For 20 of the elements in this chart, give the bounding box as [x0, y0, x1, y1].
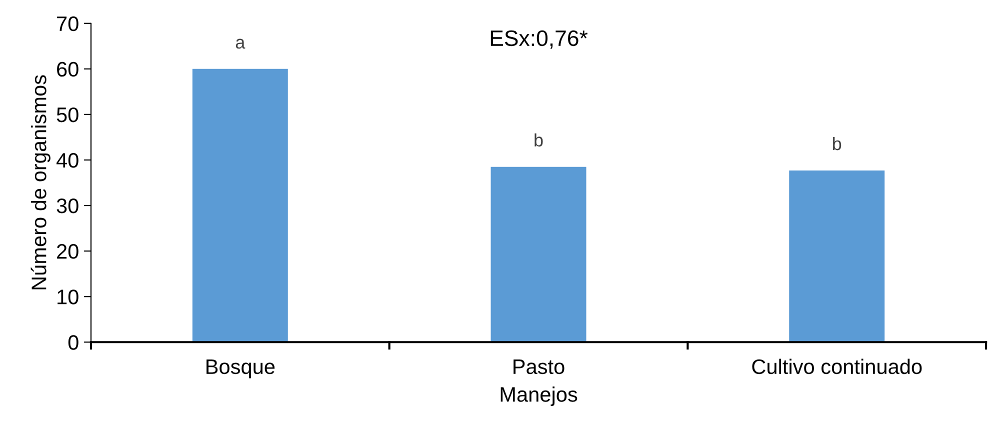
y-tick-label: 30 [56, 198, 78, 214]
x-tick-label: Cultivo continuado [752, 358, 922, 374]
bar [490, 166, 586, 342]
y-tick-label: 50 [56, 107, 78, 122]
x-tick-label: Bosque [206, 360, 275, 378]
y-tick-label: 10 [58, 290, 78, 304]
y-axis-title: Número de organismos [30, 75, 50, 290]
y-tick-label: 40 [56, 152, 78, 168]
y-tick-label: 0 [68, 335, 78, 350]
y-tick-label: 60 [57, 62, 78, 77]
chart-title: ESx:0,76* [490, 30, 588, 49]
y-tick-label: 70 [57, 16, 78, 32]
y-tick-label: 20 [57, 244, 78, 259]
bar [192, 68, 288, 342]
annotation: a [236, 38, 246, 49]
bar [789, 170, 885, 342]
x-tick-label: Pasto [514, 360, 564, 374]
x-axis-title: Manejos [500, 386, 578, 406]
annotation: b [833, 136, 842, 150]
annotation: b [534, 133, 543, 147]
